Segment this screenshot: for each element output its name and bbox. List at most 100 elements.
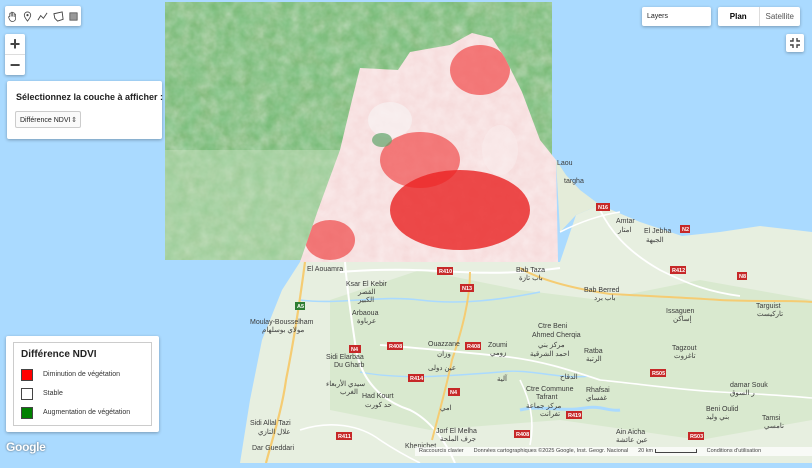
svg-text:Beni Oulid: Beni Oulid xyxy=(706,406,738,413)
svg-text:Bab Taza: Bab Taza xyxy=(516,267,545,274)
scale-label: 20 km xyxy=(638,448,654,454)
legend-item: Stable xyxy=(21,387,63,400)
legend-box: Différence NDVI Diminution de végétation… xyxy=(13,342,152,426)
svg-text:Rhafsai: Rhafsai xyxy=(586,387,610,394)
layer-select-value: Différence NDVI xyxy=(20,117,71,124)
legend-label: Diminution de végétation xyxy=(43,371,121,378)
svg-text:إساكن: إساكن xyxy=(673,315,692,323)
svg-text:بني وليد: بني وليد xyxy=(706,413,729,421)
svg-text:El Jebha: El Jebha xyxy=(644,228,671,235)
svg-text:الكبير: الكبير xyxy=(357,296,374,304)
map-type-satellite-button[interactable]: Satellite xyxy=(765,12,794,21)
svg-text:امتار: امتار xyxy=(617,226,631,234)
svg-text:Du Gharb: Du Gharb xyxy=(334,362,364,369)
svg-text:targha: targha xyxy=(564,178,584,185)
svg-text:Had Kourt: Had Kourt xyxy=(362,393,394,400)
svg-text:الجبهة: الجبهة xyxy=(646,236,664,244)
svg-text:سيدي الأربعاء: سيدي الأربعاء xyxy=(326,378,365,388)
svg-text:damar Souk: damar Souk xyxy=(730,382,768,389)
legend-label: Augmentation de végétation xyxy=(43,409,131,416)
river xyxy=(359,370,591,378)
map-type-plan-button[interactable]: Plan xyxy=(718,7,760,26)
svg-text:تامسي: تامسي xyxy=(764,422,784,430)
svg-text:Tagzout: Tagzout xyxy=(672,345,697,352)
svg-text:حد كورت: حد كورت xyxy=(365,401,392,409)
svg-text:مركز جماعة: مركز جماعة xyxy=(526,402,561,410)
svg-text:غفساي: غفساي xyxy=(586,394,607,402)
svg-text:Ksar El Kebir: Ksar El Kebir xyxy=(346,281,388,288)
rectangle-icon[interactable] xyxy=(67,10,79,22)
svg-text:Khenichet: Khenichet xyxy=(405,443,436,450)
keyboard-shortcuts-link[interactable]: Raccourcis clavier xyxy=(419,448,464,454)
polyline-icon[interactable] xyxy=(37,10,49,22)
legend-swatch-white xyxy=(21,387,33,400)
svg-text:R414: R414 xyxy=(410,376,424,382)
marker-icon[interactable] xyxy=(22,10,34,22)
river xyxy=(299,291,541,303)
svg-text:تاغزوت: تاغزوت xyxy=(674,352,696,360)
zoom-in-button[interactable]: + xyxy=(5,34,25,55)
svg-text:جرف الملحة: جرف الملحة xyxy=(440,435,476,443)
fullscreen-icon xyxy=(790,38,800,48)
svg-text:R505: R505 xyxy=(652,371,665,377)
legend-title: Différence NDVI xyxy=(21,349,97,360)
svg-text:N4: N4 xyxy=(351,347,359,353)
svg-text:R410: R410 xyxy=(439,269,452,275)
legend-item: Diminution de végétation xyxy=(21,368,120,381)
legend-panel: Différence NDVI Diminution de végétation… xyxy=(6,336,159,432)
land-hills xyxy=(330,270,812,440)
updown-icon: ⇕ xyxy=(71,117,77,124)
roads xyxy=(264,209,812,464)
svg-text:الغرب: الغرب xyxy=(340,388,358,396)
svg-text:R419: R419 xyxy=(568,413,581,419)
svg-text:Ahmed Cherqia: Ahmed Cherqia xyxy=(532,332,581,339)
layers-button[interactable]: Layers xyxy=(642,7,711,26)
drawing-toolbar xyxy=(5,6,81,26)
svg-text:امي: امي xyxy=(440,404,452,412)
svg-text:عرباوة: عرباوة xyxy=(357,317,376,325)
scale-bar[interactable]: 20 km xyxy=(638,447,697,456)
svg-text:A5: A5 xyxy=(297,304,304,310)
svg-text:Bab Berred: Bab Berred xyxy=(584,287,620,294)
svg-text:N8: N8 xyxy=(739,274,746,280)
road-shields: N16 N2 R410 N13 R412 N8 A5 N4 R408 R408 … xyxy=(295,203,747,440)
legend-swatch-green xyxy=(21,406,33,419)
svg-text:Sidi Allal Tazi: Sidi Allal Tazi xyxy=(250,420,291,427)
layer-select[interactable]: Différence NDVI ⇕ xyxy=(15,111,81,128)
google-logo[interactable]: Google xyxy=(6,440,46,454)
svg-text:زومي: زومي xyxy=(490,350,506,357)
legend-swatch-red xyxy=(21,368,33,381)
svg-text:احمد الشرقية: احمد الشرقية xyxy=(530,350,569,358)
hand-icon[interactable] xyxy=(7,10,19,22)
svg-text:Ain Aicha: Ain Aicha xyxy=(616,429,645,436)
svg-text:R503: R503 xyxy=(690,434,703,440)
svg-text:Moulay-Bousselham: Moulay-Bousselham xyxy=(250,319,314,326)
polygon-icon[interactable] xyxy=(52,10,64,22)
terms-link[interactable]: Conditions d'utilisation xyxy=(706,448,762,454)
legend-item: Augmentation de végétation xyxy=(21,406,130,419)
svg-text:باب تازة: باب تازة xyxy=(519,274,543,282)
reservoir xyxy=(519,405,621,412)
svg-text:الرتبة: الرتبة xyxy=(586,355,602,363)
svg-text:Ctre Beni: Ctre Beni xyxy=(538,323,568,330)
svg-text:Laou: Laou xyxy=(557,160,573,167)
svg-text:القصر: القصر xyxy=(357,288,376,296)
land-coast xyxy=(556,160,600,232)
svg-text:باب برد: باب برد xyxy=(594,294,616,302)
svg-text:R408: R408 xyxy=(467,344,480,350)
svg-text:Zoumi: Zoumi xyxy=(488,342,508,349)
svg-text:Ratba: Ratba xyxy=(584,348,603,355)
svg-text:Sidi Elarbaa: Sidi Elarbaa xyxy=(326,354,364,361)
zoom-out-button[interactable]: − xyxy=(9,54,21,75)
svg-text:Dar Gueddari: Dar Gueddari xyxy=(252,445,294,452)
svg-text:علال التازي: علال التازي xyxy=(258,428,291,436)
svg-text:الدقاح: الدقاح xyxy=(560,373,578,381)
fullscreen-button[interactable] xyxy=(786,34,804,52)
svg-text:Jorf El Melha: Jorf El Melha xyxy=(436,428,477,435)
svg-text:R408: R408 xyxy=(389,344,402,350)
svg-text:R408: R408 xyxy=(516,432,529,438)
svg-text:آلية: آلية xyxy=(497,373,508,383)
svg-text:R411: R411 xyxy=(338,434,351,440)
